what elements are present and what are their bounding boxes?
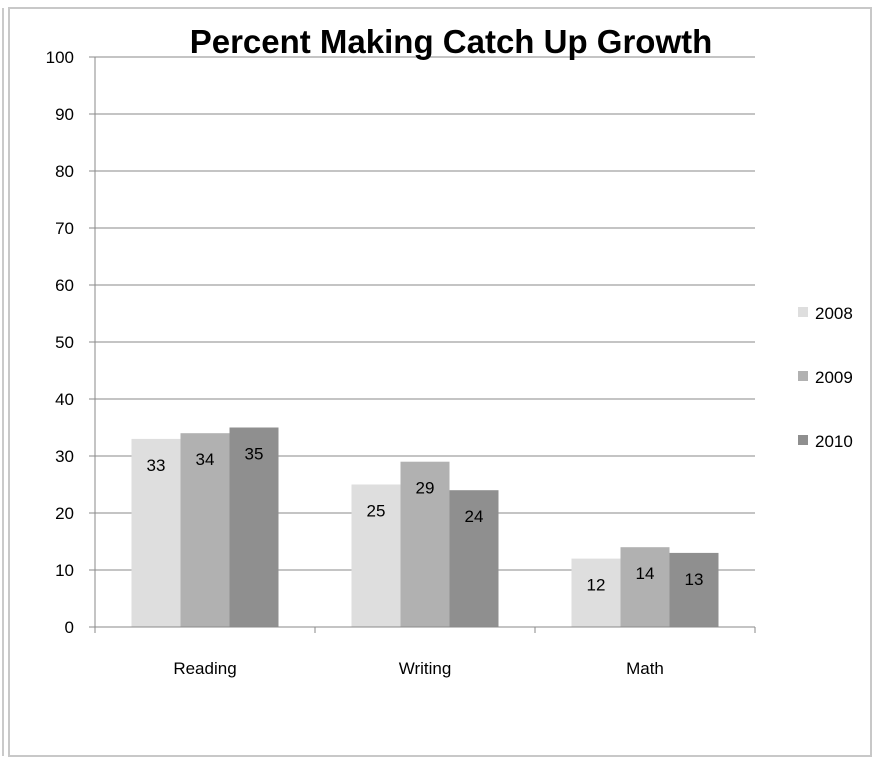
y-tick-label: 90 bbox=[55, 105, 74, 124]
y-tick-label: 80 bbox=[55, 162, 74, 181]
bar-writing-2009 bbox=[400, 461, 450, 627]
legend-swatch-2008 bbox=[798, 307, 808, 317]
bar-writing-2008 bbox=[351, 484, 401, 627]
data-label-reading-2010: 35 bbox=[245, 445, 264, 464]
chart-title: Percent Making Catch Up Growth bbox=[190, 23, 713, 60]
category-label-reading: Reading bbox=[173, 659, 236, 678]
data-label-math-2008: 12 bbox=[587, 576, 606, 595]
legend-swatch-2009 bbox=[798, 371, 808, 381]
data-label-writing-2008: 25 bbox=[367, 502, 386, 521]
legend-label-2009: 2009 bbox=[815, 368, 853, 387]
bar-writing-2010 bbox=[449, 490, 499, 627]
legend-label-2008: 2008 bbox=[815, 304, 853, 323]
bars bbox=[131, 427, 719, 627]
bar-reading-2010 bbox=[229, 427, 279, 627]
y-tick-label: 100 bbox=[46, 48, 74, 67]
y-tick-label: 60 bbox=[55, 276, 74, 295]
y-tick-label: 50 bbox=[55, 333, 74, 352]
data-label-writing-2010: 24 bbox=[465, 507, 484, 526]
bar-reading-2008 bbox=[131, 438, 181, 627]
y-tick-label: 30 bbox=[55, 447, 74, 466]
bar-math-2010 bbox=[669, 552, 719, 627]
bar-reading-2009 bbox=[180, 433, 230, 627]
data-label-math-2009: 14 bbox=[636, 564, 655, 583]
y-tick-label: 40 bbox=[55, 390, 74, 409]
category-label-math: Math bbox=[626, 659, 664, 678]
data-labels: 33 34 35 25 29 24 12 14 13 bbox=[147, 445, 704, 595]
data-label-reading-2009: 34 bbox=[196, 450, 215, 469]
y-tick-label: 70 bbox=[55, 219, 74, 238]
category-label-writing: Writing bbox=[399, 659, 452, 678]
y-tick-label: 10 bbox=[55, 561, 74, 580]
data-label-reading-2008: 33 bbox=[147, 456, 166, 475]
data-label-math-2010: 13 bbox=[685, 570, 704, 589]
legend: 2008 2009 2010 bbox=[798, 304, 853, 451]
data-label-writing-2009: 29 bbox=[416, 479, 435, 498]
y-tick-label: 0 bbox=[65, 618, 74, 637]
bar-math-2009 bbox=[620, 547, 670, 627]
legend-label-2010: 2010 bbox=[815, 432, 853, 451]
legend-swatch-2010 bbox=[798, 435, 808, 445]
y-tick-label: 20 bbox=[55, 504, 74, 523]
bar-math-2008 bbox=[571, 558, 621, 627]
axes: 0 10 20 30 40 50 60 70 80 90 100 Reading Writing Math bbox=[46, 48, 756, 678]
chart-border bbox=[8, 7, 872, 757]
